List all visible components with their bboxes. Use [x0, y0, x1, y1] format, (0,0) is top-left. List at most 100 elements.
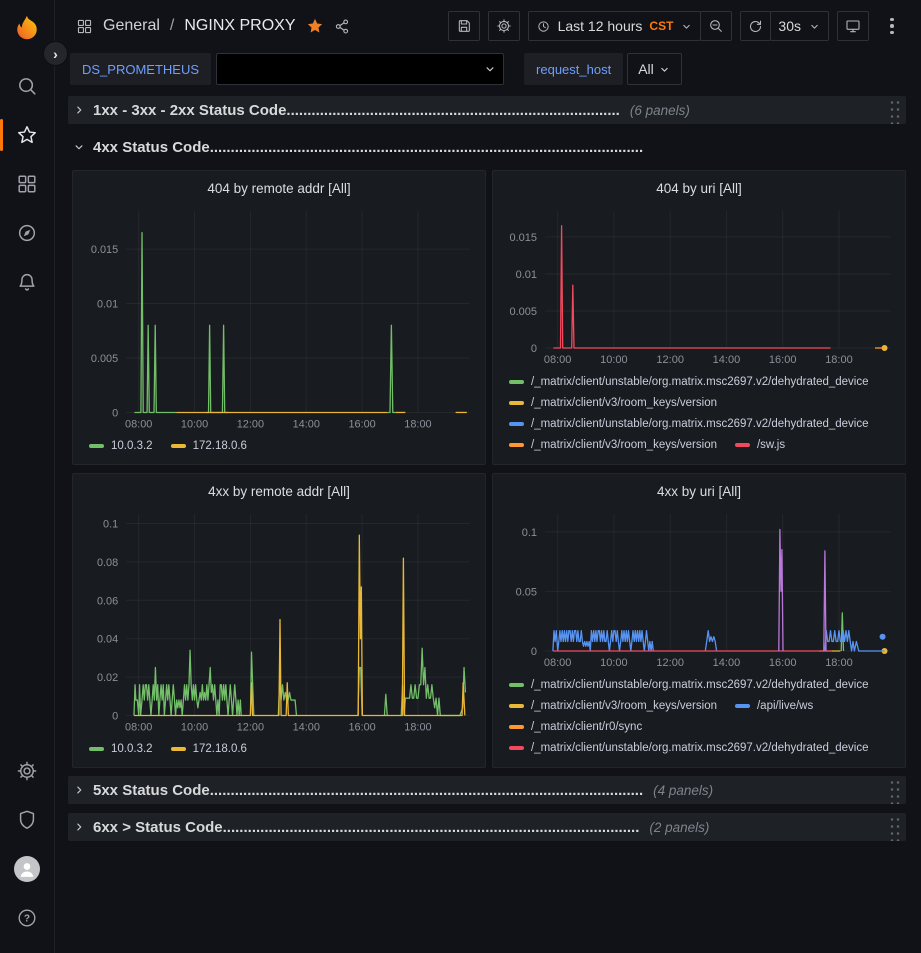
panel-row-bottom: 4xx by remote addr [All] 08:00 10:00 12:00…: [72, 473, 906, 768]
sidebar-item-settings[interactable]: [7, 751, 47, 791]
dashboard-title: NGINX PROXY: [184, 17, 296, 34]
clock-icon: [537, 20, 549, 32]
request-host-value: All: [638, 61, 654, 77]
row-panel-count: (2 panels): [649, 819, 710, 835]
panel-title[interactable]: 4xx by uri [All]: [656, 484, 742, 499]
panel-title[interactable]: 404 by uri [All]: [656, 181, 742, 196]
dashboard-toolbar: Last 12 hours CST 30s: [447, 11, 907, 41]
apps-grid-icon[interactable]: [76, 18, 93, 35]
time-range-button[interactable]: Last 12 hours CST: [527, 11, 702, 41]
legend-item[interactable]: /_matrix/client/unstable/org.matrix.msc2…: [509, 675, 869, 695]
row-header-4xx[interactable]: 4xx Status Code ........................…: [68, 133, 906, 161]
refresh-interval-dropdown[interactable]: 30s: [770, 11, 829, 41]
sidebar-item-explore[interactable]: [7, 213, 47, 253]
svg-text:0: 0: [112, 407, 118, 419]
sidebar-item-search[interactable]: [7, 66, 47, 106]
row-header-6xx[interactable]: 6xx > Status Code ......................…: [68, 813, 906, 841]
svg-text:08:00: 08:00: [125, 418, 152, 430]
timeseries-chart[interactable]: 08:00 10:00 12:00 14:00 16:00 18:00 0 0.005 0.01…: [81, 203, 479, 432]
legend-swatch: [509, 704, 524, 708]
favorite-star-icon[interactable]: [306, 17, 324, 35]
sidebar-item-profile[interactable]: [7, 849, 47, 889]
svg-text:18:00: 18:00: [404, 721, 431, 733]
legend-item[interactable]: /_matrix/client/unstable/org.matrix.msc2…: [509, 372, 869, 392]
row-drag-handle[interactable]: [888, 96, 900, 124]
legend-label: /_matrix/client/unstable/org.matrix.msc2…: [531, 679, 869, 691]
legend-label: /_matrix/client/unstable/org.matrix.msc2…: [531, 376, 869, 388]
legend-swatch: [89, 444, 104, 449]
refresh-button[interactable]: [740, 11, 772, 41]
chevron-right-icon: [72, 820, 86, 834]
row-header-5xx[interactable]: 5xx Status Code ........................…: [68, 776, 906, 804]
timeseries-chart[interactable]: 08:00 10:00 12:00 14:00 16:00 18:00 0 0.05 0.1: [501, 506, 899, 671]
chevron-right-icon: [72, 103, 86, 117]
zoom-out-button[interactable]: [700, 11, 733, 41]
panel-title[interactable]: 4xx by remote addr [All]: [208, 484, 350, 499]
legend-label: 172.18.0.6: [192, 743, 247, 756]
timeseries-chart[interactable]: 08:00 10:00 12:00 14:00 16:00 18:00 0 0.02 0.04 0…: [81, 506, 479, 735]
legend-swatch: [170, 747, 186, 752]
legend-label: 172.18.0.6: [192, 440, 247, 453]
svg-text:14:00: 14:00: [713, 354, 741, 366]
sidebar-item-starred[interactable]: [0, 115, 47, 155]
dashboard-settings-button[interactable]: [487, 11, 520, 41]
grafana-logo-icon[interactable]: [7, 8, 47, 48]
svg-text:0.06: 0.06: [97, 595, 118, 607]
time-range-label: Last 12 hours: [557, 18, 643, 34]
legend-item[interactable]: 172.18.0.6: [170, 436, 247, 456]
svg-text:08:00: 08:00: [125, 721, 152, 733]
refresh-interval-value: 30s: [778, 18, 801, 34]
variable-value-request-host[interactable]: All: [627, 53, 682, 85]
row-dots: ........................................…: [209, 781, 644, 799]
sidebar-item-dashboards[interactable]: [7, 164, 47, 204]
legend-item[interactable]: 172.18.0.6: [170, 739, 247, 759]
legend-label: /_matrix/client/v3/room_keys/version: [531, 700, 717, 712]
row-title: 6xx > Status Code: [93, 818, 223, 836]
variable-label-request-host: request_host: [524, 53, 624, 85]
panel-title[interactable]: 404 by remote addr [All]: [207, 181, 351, 196]
row-header-1xx-3xx-2xx[interactable]: 1xx - 3xx - 2xx Status Code ............…: [68, 96, 906, 124]
row-drag-handle[interactable]: [888, 813, 900, 841]
more-options-button[interactable]: [877, 11, 907, 41]
chevron-down-icon: [486, 67, 494, 72]
row-drag-handle[interactable]: [888, 776, 900, 804]
svg-text:08:00: 08:00: [544, 354, 572, 366]
save-button[interactable]: [447, 11, 480, 41]
svg-text:14:00: 14:00: [293, 721, 320, 733]
row-panel-count: (6 panels): [629, 102, 690, 118]
row-title: 5xx Status Code: [93, 781, 210, 799]
sidebar-item-alerting[interactable]: [7, 262, 47, 302]
breadcrumb-section[interactable]: General: [103, 17, 160, 34]
legend-item[interactable]: /_matrix/client/unstable/org.matrix.msc2…: [509, 414, 869, 434]
sidebar-item-server-admin[interactable]: [7, 800, 47, 840]
legend-item[interactable]: 10.0.3.2: [89, 436, 153, 456]
svg-text:18:00: 18:00: [825, 354, 853, 366]
chevron-down-icon: [661, 67, 668, 72]
legend-item[interactable]: /_matrix/client/v3/room_keys/version: [509, 696, 717, 716]
svg-text:18:00: 18:00: [404, 418, 431, 430]
chart-legend: /_matrix/client/unstable/org.matrix.msc2…: [509, 372, 897, 454]
svg-text:12:00: 12:00: [656, 354, 684, 366]
panel-4xx-by-uri: 4xx by uri [All] 08:00 10:00 12:00 14:00 16:…: [492, 473, 906, 768]
variable-value-ds-prometheus[interactable]: [216, 53, 505, 85]
legend-item[interactable]: /_matrix/client/v3/room_keys/version: [509, 435, 717, 454]
legend-item[interactable]: 10.0.3.2: [89, 739, 153, 759]
svg-text:16:00: 16:00: [769, 657, 797, 669]
share-icon[interactable]: [334, 18, 351, 35]
chevron-right-icon: [72, 783, 86, 797]
legend-item[interactable]: /_matrix/client/v3/room_keys/version: [509, 393, 717, 413]
legend-label: 10.0.3.2: [111, 440, 153, 453]
timeseries-chart[interactable]: 08:00 10:00 12:00 14:00 16:00 18:00 0 0.005 0.01…: [501, 203, 899, 368]
svg-text:0.05: 0.05: [516, 586, 537, 598]
legend-item[interactable]: /_matrix/client/unstable/org.matrix.msc2…: [509, 738, 869, 757]
legend-item[interactable]: /api/live/ws: [734, 696, 813, 716]
legend-swatch: [509, 380, 524, 384]
svg-text:0.015: 0.015: [509, 232, 537, 244]
sidebar-item-help[interactable]: [7, 898, 47, 938]
svg-text:0.01: 0.01: [97, 298, 118, 310]
kiosk-mode-button[interactable]: [837, 11, 869, 41]
sidebar-expand-button[interactable]: ›: [43, 41, 68, 66]
legend-swatch: [509, 443, 524, 447]
legend-item[interactable]: /sw.js: [734, 435, 785, 454]
legend-item[interactable]: /_matrix/client/r0/sync: [509, 717, 642, 737]
